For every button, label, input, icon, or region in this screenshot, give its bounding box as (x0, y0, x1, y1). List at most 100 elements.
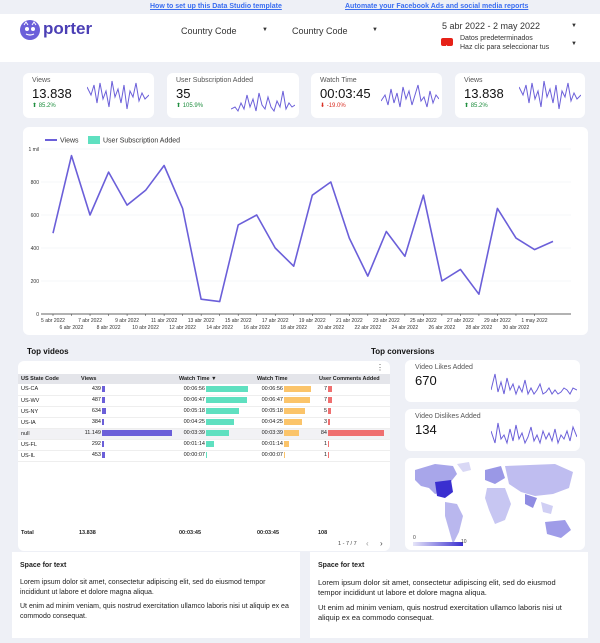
cell-state: US-NY (18, 406, 78, 418)
column-header-comments[interactable]: User Comments Added (316, 374, 390, 384)
cell-value: 7 (323, 386, 327, 393)
chevron-down-icon[interactable]: ▼ (372, 27, 378, 33)
prev-page-icon[interactable]: ‹ (366, 539, 369, 548)
cell-bar (102, 452, 105, 459)
legend-label-views: Views (60, 138, 79, 145)
cell-value: 00:01:14 (183, 441, 205, 448)
kpi-sparkline (231, 90, 295, 113)
y-tick-label: 600 (31, 213, 40, 219)
top-videos-table: US State Code Views Watch Time ▼ Watch T… (18, 374, 390, 462)
cell-value: 3 (323, 419, 327, 426)
cell-value: 1 (323, 452, 327, 459)
total-watch-time-2: 00:03:45 (257, 530, 280, 536)
cell-value: 292 (91, 441, 101, 448)
cell-bar (284, 452, 285, 459)
text-box-left: Space for text Lorem ipsum dolor sit ame… (12, 552, 300, 638)
cell-bar (206, 430, 230, 437)
kpi-sparkline (491, 373, 577, 396)
column-header-state[interactable]: US State Code (18, 374, 78, 384)
kpi-sparkline (87, 80, 149, 110)
kpi-sparkline (519, 80, 581, 110)
text-box-body: Lorem ipsum dolor sit amet, consectetur … (20, 578, 292, 621)
top-conversions-title: Top conversions (371, 347, 435, 356)
table-row[interactable]: US-CA 439 00:06:56 00:06:56 7 (18, 384, 390, 396)
arrow-down-icon: ⬇ (320, 103, 327, 109)
cell-value: 00:03:39 (183, 430, 205, 437)
series-line-views (52, 154, 554, 303)
cell-bar (206, 397, 247, 404)
setup-guide-link[interactable]: How to set up this Data Studio template (150, 3, 282, 10)
country-code-filter-2[interactable]: Country Code (292, 26, 348, 36)
total-label: Total (21, 530, 34, 536)
chevron-down-icon[interactable]: ▼ (262, 27, 268, 33)
cell-state: null (18, 428, 78, 440)
data-source-default[interactable]: Datos predeterminados (460, 35, 533, 42)
kpi-value: 670 (415, 373, 437, 388)
world-map-card: 0 10 (405, 458, 585, 550)
x-tick-label: 8 abr 2022 (97, 325, 121, 331)
legend-label-subscriptions: User Subscription Added (103, 138, 180, 145)
cell-value: 384 (91, 419, 101, 426)
cell-bar (284, 441, 290, 448)
column-header-views[interactable]: Views (78, 374, 176, 384)
cell-bar (284, 397, 311, 404)
column-header-watch-time[interactable]: Watch Time ▼ (176, 374, 254, 384)
table-row[interactable]: US-FL 292 00:01:14 00:01:14 1 (18, 439, 390, 451)
x-tick-label: 13 abr 2022 (188, 318, 215, 324)
cell-bar (206, 386, 248, 393)
header-bar: porter Country Code ▼ Country Code ▼ 5 a… (0, 14, 600, 62)
cell-value: 1 (323, 441, 327, 448)
data-source-prompt[interactable]: Haz clic para seleccionar tus (460, 44, 550, 51)
next-page-icon[interactable]: › (380, 539, 383, 548)
cell-value: 5 (323, 408, 327, 415)
column-header-watch-time-2[interactable]: Watch Time (254, 374, 316, 384)
porter-logo-icon (20, 20, 40, 40)
kpi-card-watch-time: Watch Time 00:03:45 ⬇ -19.0% (311, 73, 442, 118)
kpi-label: Views (464, 77, 483, 84)
cell-value: 84 (320, 430, 327, 437)
x-tick-label: 12 abr 2022 (169, 325, 196, 331)
world-map-icon[interactable] (405, 458, 585, 550)
map-color-scale (413, 542, 463, 546)
cell-state: US-FL (18, 439, 78, 451)
x-tick-label: 14 abr 2022 (206, 325, 233, 331)
table-row[interactable]: US-NY 634 00:05:18 00:05:18 5 (18, 406, 390, 418)
total-views: 13.838 (79, 530, 96, 536)
table-row[interactable]: US-IA 384 00:04:25 00:04:25 3 (18, 417, 390, 429)
cell-bar (206, 452, 207, 459)
cell-bar (328, 452, 329, 459)
chevron-down-icon[interactable]: ▼ (571, 23, 577, 29)
cell-bar (328, 397, 333, 404)
text-paragraph: Lorem ipsum dolor sit amet, consectetur … (318, 578, 556, 597)
table-row[interactable]: US-WV 487 00:06:47 00:06:47 7 (18, 395, 390, 407)
table-row[interactable]: US-IL 453 00:00:07 00:00:07 1 (18, 450, 390, 462)
cell-value: 634 (91, 408, 101, 415)
kpi-sparkline (381, 84, 439, 108)
cell-bar (206, 408, 239, 415)
cell-value: 00:01:14 (261, 441, 283, 448)
arrow-up-icon: ⬆ (176, 103, 183, 109)
logo-text: porter (43, 19, 93, 38)
chevron-down-icon[interactable]: ▼ (571, 41, 577, 47)
cell-value: 439 (91, 386, 101, 393)
date-range-picker[interactable]: 5 abr 2022 - 2 may 2022 (442, 21, 541, 31)
kpi-label: Watch Time (320, 77, 357, 84)
automate-reports-link[interactable]: Automate your Facebook Ads and social me… (345, 3, 529, 10)
cell-state: US-WV (18, 395, 78, 407)
table-row[interactable]: null 11.149 00:03:39 00:03:39 84 (18, 428, 390, 440)
country-code-filter-1[interactable]: Country Code (181, 26, 237, 36)
cell-bar (328, 441, 329, 448)
kpi-value: 134 (415, 422, 437, 437)
cell-bar (284, 408, 305, 415)
x-tick-label: 18 abr 2022 (280, 325, 307, 331)
text-box-right: Space for text Lorem ipsum dolor sit ame… (310, 552, 588, 638)
x-tick-label: 6 abr 2022 (60, 325, 84, 331)
cell-value: 487 (91, 397, 101, 404)
video-likes-card: Video Likes Added 670 (405, 360, 580, 402)
more-options-icon[interactable]: ⋮ (376, 363, 384, 372)
cell-bar (102, 419, 105, 426)
cell-bar (284, 430, 299, 437)
cell-bar (328, 419, 330, 426)
y-tick-label: 200 (31, 279, 40, 285)
cell-bar (328, 408, 332, 415)
